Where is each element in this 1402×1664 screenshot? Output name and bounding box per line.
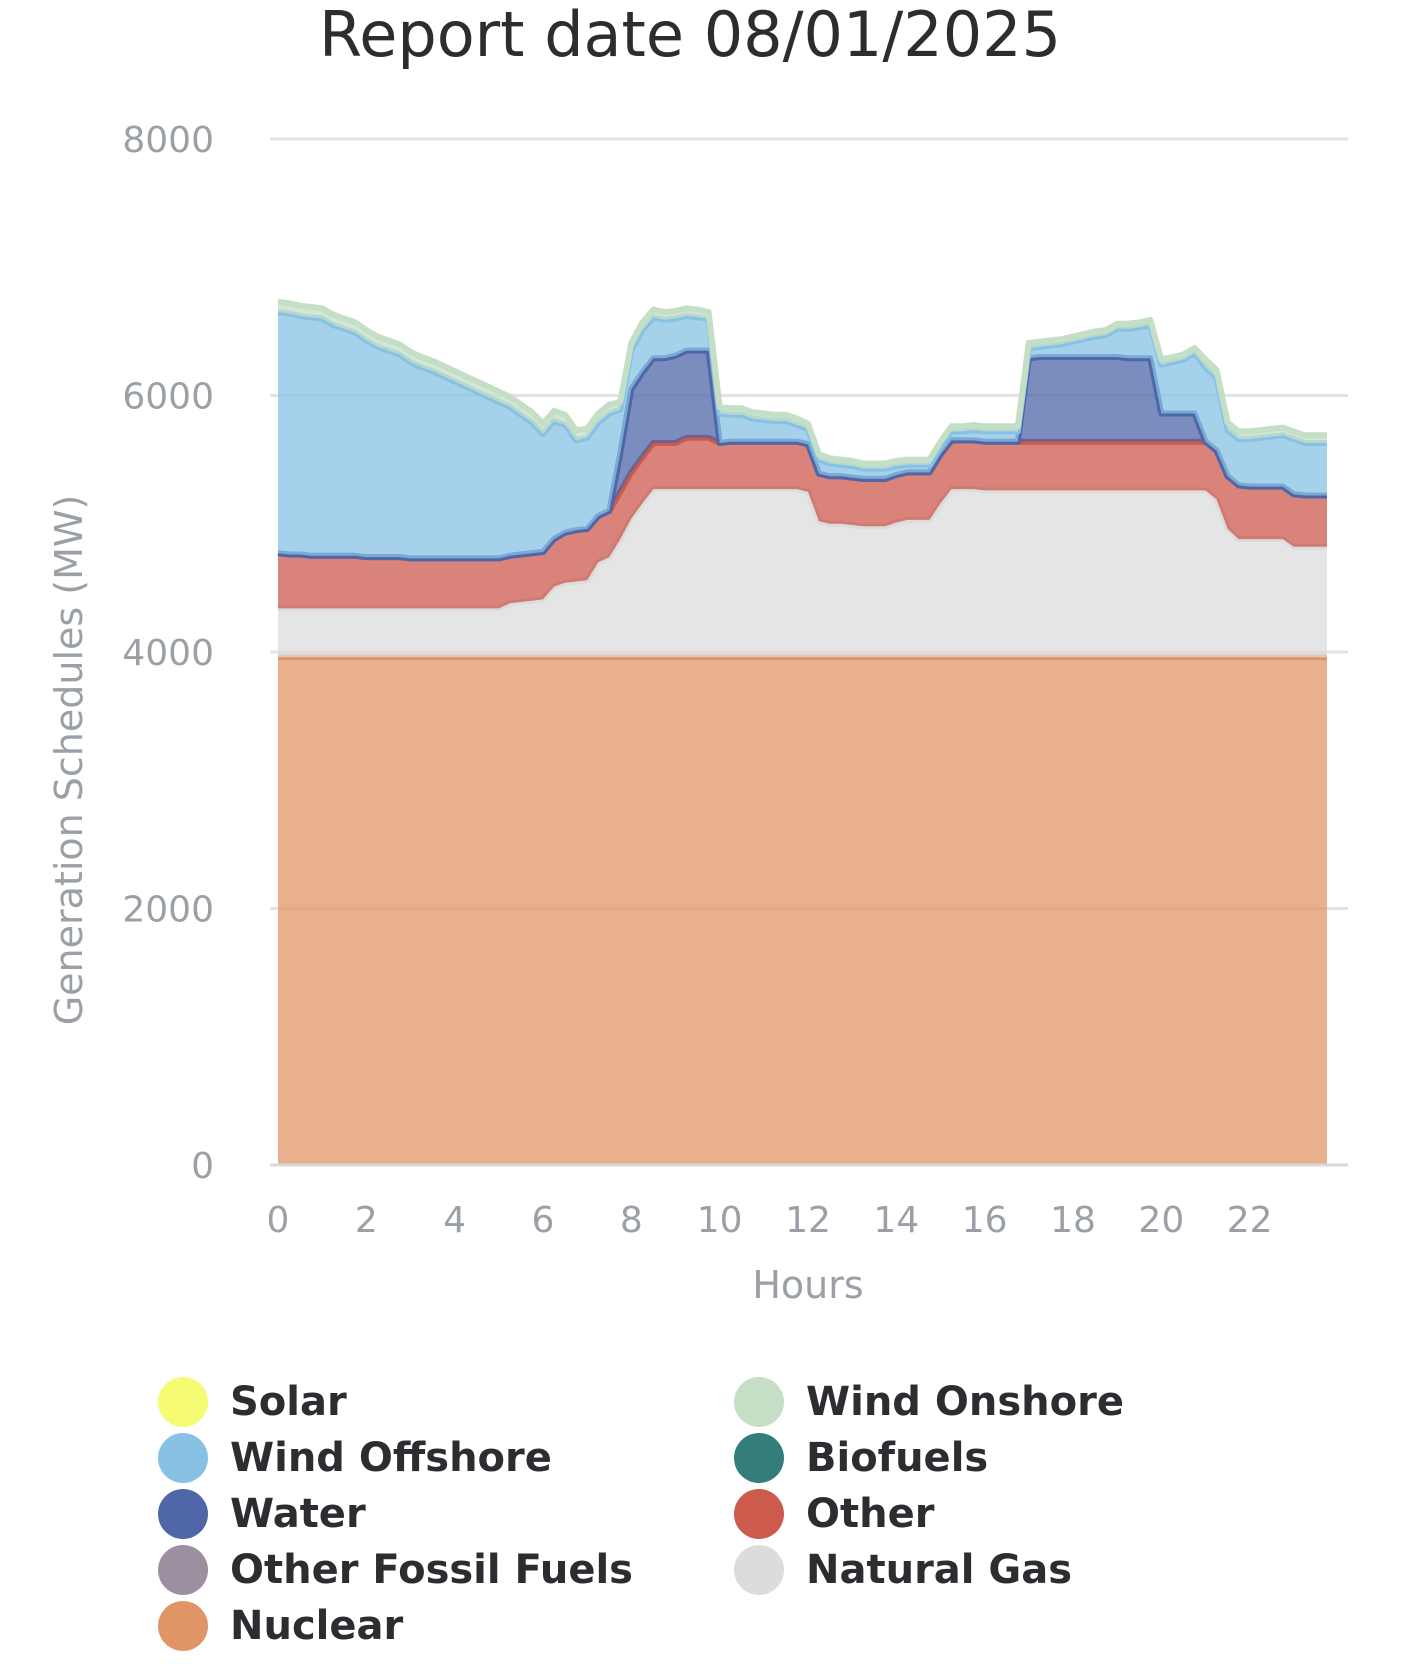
legend-item-solar[interactable]: Solar: [158, 1377, 734, 1427]
legend-item-wind-offshore[interactable]: Wind Offshore: [158, 1433, 734, 1483]
legend-label: Solar: [230, 1379, 347, 1425]
x-tick-label: 0: [267, 1200, 290, 1241]
x-tick-label: 14: [873, 1200, 919, 1241]
legend-label: Nuclear: [230, 1603, 404, 1649]
x-tick-label: 2: [355, 1200, 378, 1241]
legend-swatch: [158, 1377, 208, 1427]
line-wind-onshore: [277, 298, 1327, 467]
legend-swatch: [734, 1489, 784, 1539]
legend-label: Biofuels: [806, 1435, 989, 1481]
x-tick-label: 4: [443, 1200, 466, 1241]
generation-chart: Report date 08/01/2025 0 2000 4000 6000 8000…: [47, 0, 1348, 1307]
legend-swatch: [158, 1489, 208, 1539]
chart-title: Report date 08/01/2025: [319, 0, 1061, 71]
x-tick-label: 22: [1227, 1200, 1273, 1241]
legend-item-other-fossil-fuels[interactable]: Other Fossil Fuels: [158, 1545, 734, 1595]
legend-swatch: [734, 1433, 784, 1483]
area-natural-gas: [278, 489, 1327, 658]
area-nuclear: [278, 657, 1327, 1165]
x-tick-label: 16: [962, 1200, 1008, 1241]
area-wind-offshore: [278, 312, 1327, 559]
y-axis-ticks: 0 2000 4000 6000 8000: [122, 120, 214, 1187]
x-tick-label: 20: [1138, 1200, 1184, 1241]
area-other: [278, 437, 1327, 609]
legend-label: Water: [230, 1491, 366, 1537]
legend-label: Natural Gas: [806, 1547, 1073, 1593]
legend-item-wind-onshore[interactable]: Wind Onshore: [734, 1377, 1254, 1427]
x-tick-label: 8: [620, 1200, 643, 1241]
legend-item-other[interactable]: Other: [734, 1489, 1254, 1539]
area-wind-onshore: [278, 301, 1327, 469]
y-tick-label: 2000: [122, 890, 214, 931]
y-tick-label: 4000: [122, 633, 214, 674]
x-tick-label: 18: [1050, 1200, 1096, 1241]
x-axis-ticks: 0 2 4 6 8 10 12 14 16 18 20 22: [267, 1200, 1273, 1241]
legend-item-water[interactable]: Water: [158, 1489, 734, 1539]
area-water: [278, 350, 1327, 559]
x-tick-label: 10: [697, 1200, 743, 1241]
legend-label: Other: [806, 1491, 935, 1537]
legend-label: Other Fossil Fuels: [230, 1547, 633, 1593]
legend-label: Wind Onshore: [806, 1379, 1124, 1425]
y-tick-label: 0: [191, 1146, 214, 1187]
x-tick-label: 6: [532, 1200, 555, 1241]
y-tick-label: 6000: [122, 377, 214, 418]
y-tick-label: 8000: [122, 120, 214, 161]
legend-swatch: [734, 1545, 784, 1595]
legend-item-biofuels[interactable]: Biofuels: [734, 1433, 1254, 1483]
legend-item-natural-gas[interactable]: Natural Gas: [734, 1545, 1254, 1595]
y-axis-label: Generation Schedules (MW): [47, 495, 91, 1026]
legend-label: Wind Offshore: [230, 1435, 552, 1481]
x-tick-label: 12: [785, 1200, 831, 1241]
legend-item-nuclear[interactable]: Nuclear: [158, 1601, 734, 1651]
legend-swatch: [158, 1601, 208, 1651]
legend-swatch: [158, 1545, 208, 1595]
x-axis-label: Hours: [752, 1263, 863, 1307]
legend-swatch: [734, 1377, 784, 1427]
stacked-areas: [277, 298, 1327, 1165]
legend-swatch: [158, 1433, 208, 1483]
legend: Solar Wind Onshore Wind Offshore Biofuels Wa…: [158, 1377, 1258, 1651]
